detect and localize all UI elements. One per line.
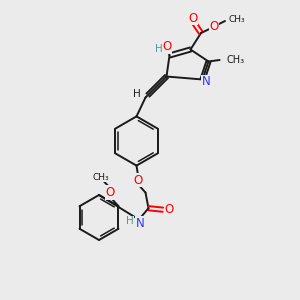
Text: H: H: [155, 44, 163, 54]
Text: N: N: [136, 217, 145, 230]
Text: O: O: [165, 203, 174, 216]
Text: H: H: [126, 216, 134, 226]
Text: H: H: [133, 89, 141, 99]
Text: N: N: [202, 75, 211, 88]
Text: CH₃: CH₃: [226, 55, 244, 65]
Text: CH₃: CH₃: [229, 15, 245, 24]
Text: O: O: [209, 20, 218, 33]
Text: CH₃: CH₃: [92, 173, 109, 182]
Text: O: O: [106, 186, 115, 199]
Text: O: O: [163, 40, 172, 53]
Text: O: O: [134, 173, 142, 187]
Text: O: O: [189, 11, 198, 25]
